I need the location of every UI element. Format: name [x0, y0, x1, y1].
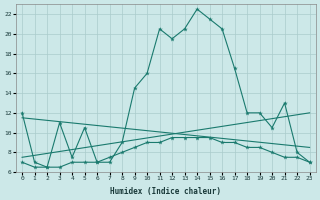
X-axis label: Humidex (Indice chaleur): Humidex (Indice chaleur) — [110, 187, 221, 196]
